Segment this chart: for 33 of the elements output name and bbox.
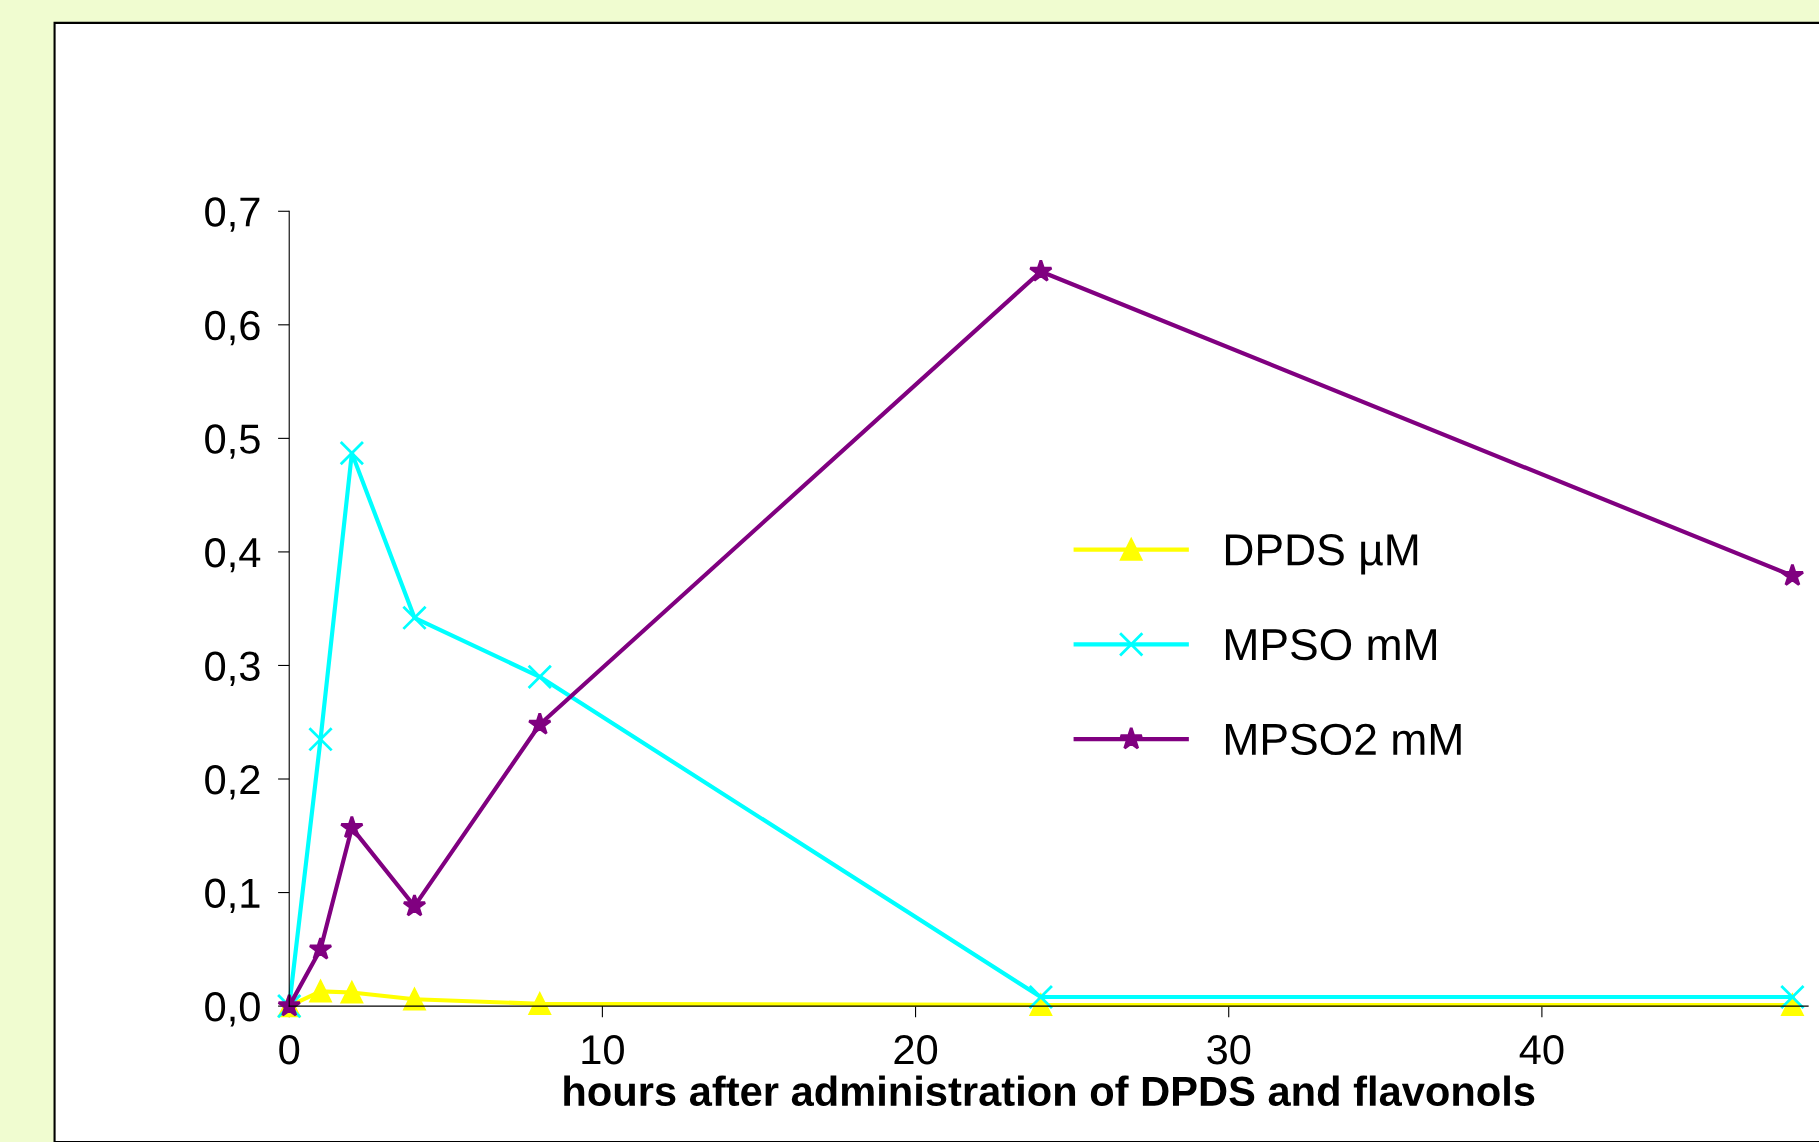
y-tick-label: 0,2 [205, 765, 260, 800]
point [401, 605, 427, 631]
point [339, 815, 364, 839]
point [527, 664, 553, 690]
x-tick-label: 40 [1519, 1034, 1564, 1065]
legend-label: MPSO mM [1225, 628, 1436, 661]
x-tick-label: 0 [279, 1034, 300, 1065]
point [339, 440, 365, 466]
legend-label: MPSO2 mM [1225, 723, 1461, 756]
point [1028, 984, 1054, 1010]
point [309, 980, 332, 1003]
point [403, 988, 426, 1011]
y-tick-label: 0,7 [205, 197, 260, 232]
point [527, 712, 552, 735]
x-axis-title: hours after administration of DPDS and flavonols [564, 1075, 1535, 1107]
point [402, 893, 427, 917]
y-tick-label: 0,6 [205, 310, 260, 346]
x-tick-label: 20 [894, 1034, 938, 1065]
point [1028, 258, 1053, 282]
y-tick-label: 0,3 [205, 651, 260, 686]
y-tick-label: 0,0 [205, 992, 260, 1027]
y-tick-label: 0,1 [205, 878, 260, 913]
x-tick-label: 10 [582, 1034, 624, 1065]
point [1779, 984, 1805, 1010]
point [528, 992, 551, 1015]
y-tick-label: 0,4 [205, 537, 261, 573]
legend-label: DPDS µM [1225, 534, 1418, 575]
point [308, 726, 334, 752]
x-tick-label: 30 [1207, 1034, 1251, 1065]
point [340, 981, 363, 1004]
y-tick-label: 0,5 [205, 424, 260, 459]
point [308, 936, 333, 960]
point [1780, 563, 1805, 587]
